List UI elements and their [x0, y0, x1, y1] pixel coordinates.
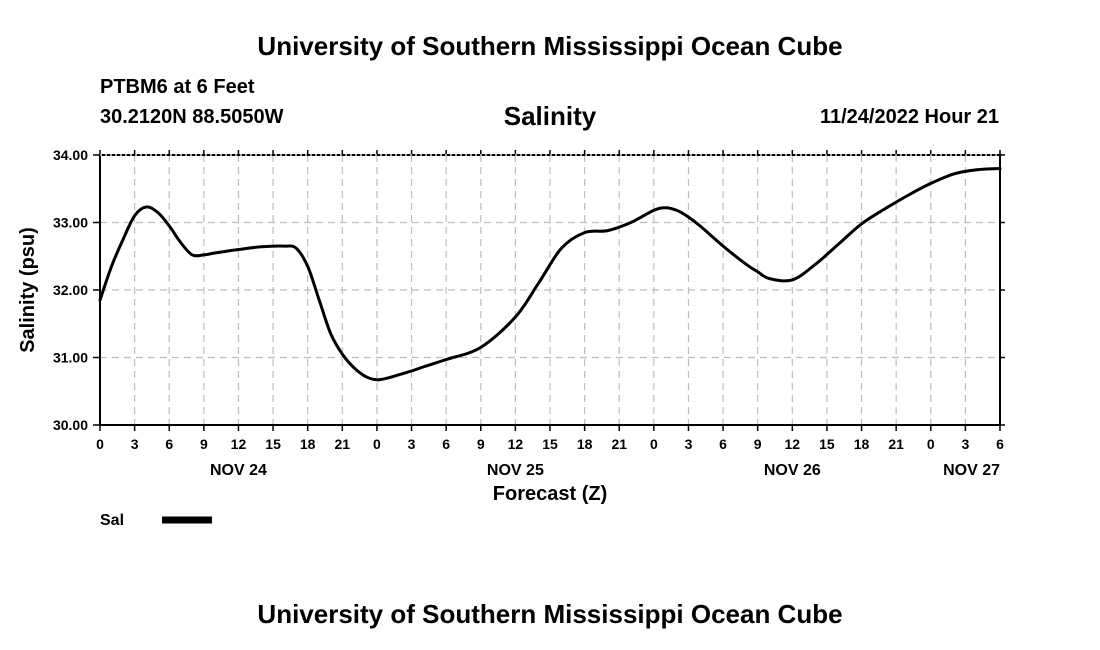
x-tick-label: 0: [96, 436, 104, 452]
x-tick-label: 9: [754, 436, 762, 452]
x-tick-label: 12: [508, 436, 524, 452]
x-tick-label: 6: [719, 436, 727, 452]
y-tick-label: 31.00: [53, 350, 88, 366]
header-title: University of Southern Mississippi Ocean…: [257, 31, 843, 61]
x-tick-label: 6: [442, 436, 450, 452]
x-tick-label: 9: [477, 436, 485, 452]
x-tick-label: 9: [200, 436, 208, 452]
legend-label-sal: Sal: [100, 512, 124, 529]
y-axis-label: Salinity (psu): [17, 227, 39, 353]
x-tick-label: 15: [819, 436, 835, 452]
x-tick-label: 18: [577, 436, 593, 452]
x-tick-label: 6: [165, 436, 173, 452]
day-label: NOV 25: [487, 462, 544, 479]
forecast-run-time: 11/24/2022 Hour 21: [819, 106, 999, 128]
x-tick-label: 0: [927, 436, 935, 452]
legend: Sal: [100, 512, 212, 529]
x-tick-label: 0: [373, 436, 381, 452]
x-tick-label: 6: [996, 436, 1004, 452]
series-line-sal: [98, 167, 1002, 382]
footer-title: University of Southern Mississippi Ocean…: [257, 599, 843, 629]
x-tick-label: 18: [300, 436, 316, 452]
station-name: PTBM6 at 6 Feet: [100, 76, 255, 98]
station-coordinates: 30.2120N 88.5050W: [100, 106, 284, 128]
x-tick-label: 12: [785, 436, 801, 452]
x-tick-label: 15: [542, 436, 558, 452]
x-axis-label: Forecast (Z): [493, 483, 607, 505]
y-tick-label: 32.00: [53, 282, 88, 298]
x-tick-label: 21: [611, 436, 627, 452]
x-tick-label: 12: [231, 436, 247, 452]
chart-title: Salinity: [503, 101, 597, 131]
x-tick-label: 3: [408, 436, 416, 452]
y-tick-label: 33.00: [53, 215, 88, 231]
x-tick-label: 3: [131, 436, 139, 452]
y-tick-label: 34.00: [53, 147, 88, 163]
x-tick-label: 21: [335, 436, 351, 452]
x-tick-label: 15: [265, 436, 281, 452]
y-tick-label: 30.00: [53, 417, 88, 433]
x-tick-label: 21: [888, 436, 904, 452]
grid-lines: [100, 155, 1000, 425]
x-tick-label: 0: [650, 436, 658, 452]
tick-labels: 0 3 6 9 12 15 18 21 0 3 6 9 12 15 18 21 0 3 6 9 12 15 18 21 0 3 6 3…: [53, 147, 1004, 479]
series-layer: [98, 167, 1002, 382]
x-tick-label: 3: [685, 436, 693, 452]
day-label: NOV 26: [764, 462, 821, 479]
x-tick-label: 18: [854, 436, 870, 452]
day-label: NOV 24: [210, 462, 267, 479]
day-label: NOV 27: [943, 462, 1000, 479]
x-tick-label: 3: [961, 436, 969, 452]
